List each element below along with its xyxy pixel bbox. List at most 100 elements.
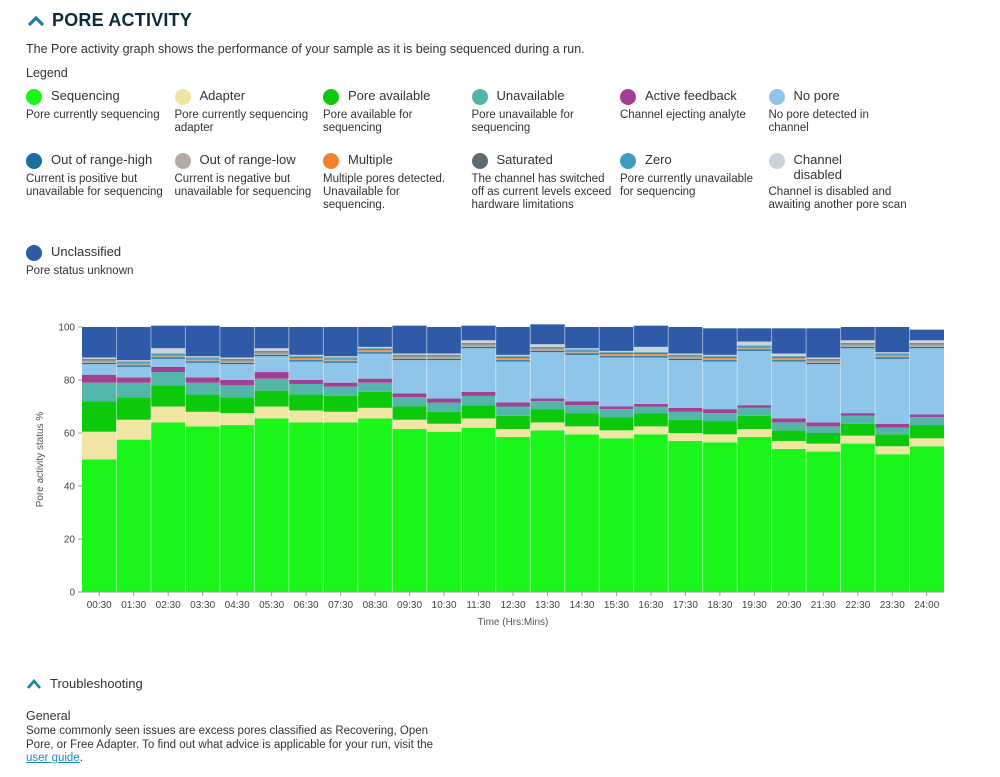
bar-adapter-24[interactable] <box>909 438 944 447</box>
bar-no-pore-16[interactable] <box>633 357 669 404</box>
bar-adapter-7[interactable] <box>323 411 358 423</box>
bar-out-of-range-high-7[interactable] <box>323 361 358 363</box>
bar-active-feedback-14[interactable] <box>564 401 600 406</box>
bar-no-pore-11[interactable] <box>461 348 496 392</box>
bar-zero-14[interactable] <box>564 349 600 351</box>
bar-out-of-range-low-6[interactable] <box>288 358 324 361</box>
bar-unclassified-9[interactable] <box>392 325 427 354</box>
bar-unclassified-6[interactable] <box>288 327 324 355</box>
bar-adapter-8[interactable] <box>357 407 393 419</box>
bar-saturated-10[interactable] <box>426 356 462 357</box>
bar-saturated-12[interactable] <box>495 357 531 359</box>
bar-unclassified-11[interactable] <box>461 325 496 341</box>
bar-channel-disabled-19[interactable] <box>737 341 772 346</box>
bar-pore-available-2[interactable] <box>150 385 186 407</box>
bar-out-of-range-high-13[interactable] <box>530 350 565 353</box>
bar-active-feedback-17[interactable] <box>668 407 703 412</box>
bar-adapter-23[interactable] <box>875 446 910 455</box>
bar-out-of-range-high-22[interactable] <box>840 346 876 349</box>
bar-unclassified-4[interactable] <box>219 327 255 358</box>
bar-zero-3[interactable] <box>185 357 220 359</box>
bar-channel-disabled-9[interactable] <box>392 353 427 355</box>
bar-sequencing-18[interactable] <box>702 442 738 592</box>
bar-channel-disabled-18[interactable] <box>702 354 738 357</box>
bar-pore-available-0[interactable] <box>82 401 117 432</box>
bar-sequencing-15[interactable] <box>599 438 634 592</box>
bar-no-pore-23[interactable] <box>875 358 910 424</box>
bar-adapter-5[interactable] <box>254 406 289 419</box>
bar-no-pore-17[interactable] <box>668 360 703 408</box>
bar-multiple-3[interactable] <box>185 359 220 361</box>
bar-pore-available-23[interactable] <box>875 434 910 447</box>
bar-channel-disabled-5[interactable] <box>254 348 289 351</box>
bar-out-of-range-high-16[interactable] <box>633 356 669 358</box>
bar-unavailable-11[interactable] <box>461 395 496 406</box>
bar-multiple-21[interactable] <box>806 360 841 362</box>
bar-out-of-range-low-10[interactable] <box>426 357 462 359</box>
bar-no-pore-24[interactable] <box>909 348 944 415</box>
bar-sequencing-11[interactable] <box>461 427 496 592</box>
bar-adapter-17[interactable] <box>668 433 703 441</box>
bar-pore-available-19[interactable] <box>737 415 772 430</box>
bar-out-of-range-low-5[interactable] <box>254 353 289 355</box>
user-guide-link[interactable]: user guide <box>26 752 80 764</box>
bar-out-of-range-high-14[interactable] <box>564 353 600 355</box>
bar-active-feedback-23[interactable] <box>875 423 910 428</box>
bar-unavailable-6[interactable] <box>288 383 324 395</box>
bar-channel-disabled-3[interactable] <box>185 356 220 358</box>
bar-sequencing-23[interactable] <box>875 454 910 592</box>
bar-pore-available-7[interactable] <box>323 395 358 412</box>
bar-active-feedback-19[interactable] <box>737 405 772 408</box>
bar-unavailable-5[interactable] <box>254 378 289 391</box>
bar-adapter-20[interactable] <box>771 440 807 449</box>
bar-pore-available-8[interactable] <box>357 391 393 408</box>
bar-out-of-range-low-1[interactable] <box>116 364 151 366</box>
bar-multiple-23[interactable] <box>875 355 910 357</box>
bar-sequencing-24[interactable] <box>909 446 944 592</box>
bar-zero-7[interactable] <box>323 357 358 359</box>
bar-multiple-7[interactable] <box>323 359 358 361</box>
bar-active-feedback-6[interactable] <box>288 380 324 384</box>
bar-zero-10[interactable] <box>426 354 462 357</box>
bar-unclassified-8[interactable] <box>357 327 393 347</box>
bar-no-pore-22[interactable] <box>840 348 876 414</box>
bar-channel-disabled-2[interactable] <box>150 348 186 354</box>
bar-pore-available-13[interactable] <box>530 409 565 423</box>
bar-unclassified-24[interactable] <box>909 329 944 341</box>
bar-saturated-17[interactable] <box>668 356 703 357</box>
bar-out-of-range-high-0[interactable] <box>82 362 117 365</box>
bar-zero-19[interactable] <box>737 345 772 347</box>
bar-channel-disabled-4[interactable] <box>219 357 255 359</box>
bar-pore-available-22[interactable] <box>840 423 876 436</box>
bar-channel-disabled-0[interactable] <box>82 357 117 359</box>
bar-out-of-range-low-15[interactable] <box>599 354 634 357</box>
bar-active-feedback-20[interactable] <box>771 418 807 423</box>
bar-unclassified-15[interactable] <box>599 327 634 351</box>
bar-no-pore-3[interactable] <box>185 362 220 378</box>
bar-unclassified-17[interactable] <box>668 327 703 354</box>
bar-active-feedback-22[interactable] <box>840 413 876 416</box>
bar-saturated-3[interactable] <box>185 358 220 360</box>
bar-active-feedback-24[interactable] <box>909 414 944 418</box>
bar-channel-disabled-16[interactable] <box>633 346 669 353</box>
bar-unavailable-14[interactable] <box>564 405 600 414</box>
bar-zero-1[interactable] <box>116 361 151 363</box>
bar-unavailable-10[interactable] <box>426 402 462 412</box>
bar-out-of-range-high-5[interactable] <box>254 354 289 357</box>
bar-out-of-range-low-20[interactable] <box>771 358 807 361</box>
bar-channel-disabled-24[interactable] <box>909 340 944 343</box>
bar-no-pore-5[interactable] <box>254 356 289 373</box>
bar-sequencing-4[interactable] <box>219 425 255 592</box>
bar-out-of-range-low-3[interactable] <box>185 360 220 362</box>
bar-zero-6[interactable] <box>288 356 324 358</box>
bar-out-of-range-high-3[interactable] <box>185 361 220 363</box>
bar-zero-9[interactable] <box>392 354 427 357</box>
bar-unclassified-7[interactable] <box>323 327 358 357</box>
bar-unavailable-18[interactable] <box>702 413 738 422</box>
bar-out-of-range-high-6[interactable] <box>288 360 324 362</box>
bar-sequencing-8[interactable] <box>357 418 393 592</box>
bar-out-of-range-high-19[interactable] <box>737 349 772 351</box>
bar-sequencing-2[interactable] <box>150 422 186 592</box>
bar-unavailable-23[interactable] <box>875 427 910 435</box>
bar-channel-disabled-11[interactable] <box>461 340 496 343</box>
